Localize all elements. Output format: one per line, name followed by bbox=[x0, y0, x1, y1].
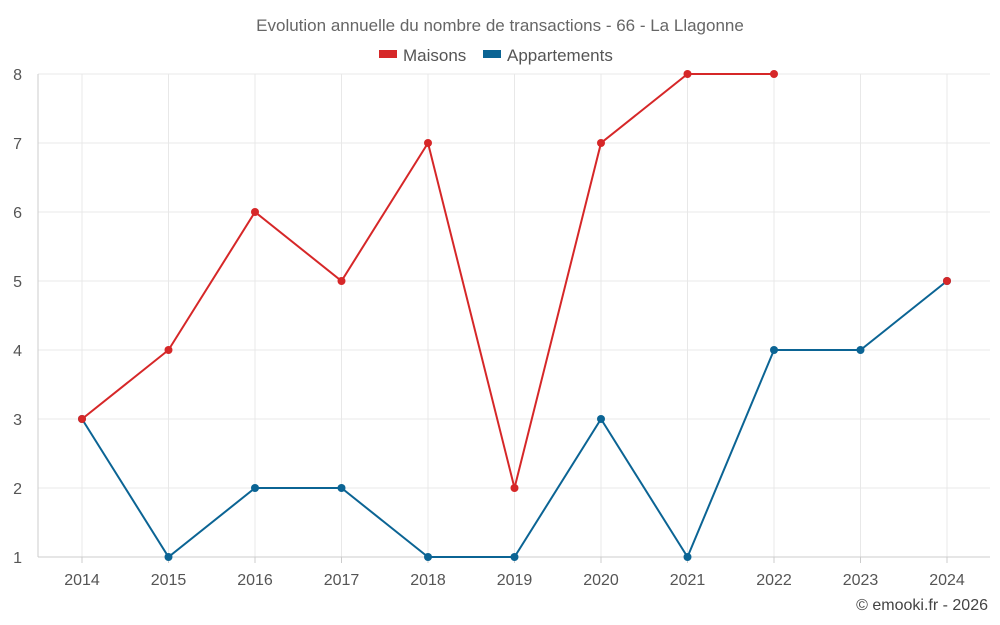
data-point-maisons[interactable] bbox=[337, 277, 346, 285]
data-point-appartements[interactable] bbox=[597, 415, 605, 423]
data-point-appartements[interactable] bbox=[251, 484, 259, 492]
data-point-appartements[interactable] bbox=[856, 346, 865, 354]
y-tick-label: 6 bbox=[13, 205, 22, 222]
x-tick-label: 2018 bbox=[410, 572, 446, 589]
data-point-appartements[interactable] bbox=[164, 553, 173, 561]
legend-item-appartements[interactable]: Appartements bbox=[483, 46, 613, 65]
data-point-appartements[interactable] bbox=[337, 484, 346, 492]
y-tick-label: 8 bbox=[13, 67, 22, 84]
data-point-appartements[interactable] bbox=[510, 553, 519, 561]
legend-label-maisons: Maisons bbox=[403, 46, 466, 65]
legend-swatch-appartements bbox=[483, 50, 501, 58]
axes: 1 2 3 4 5 6 7 8 2014 2015 2016 2017 2018 2019 2020 2021… bbox=[13, 67, 990, 589]
y-tick-label: 5 bbox=[13, 274, 22, 291]
data-point-appartements[interactable] bbox=[424, 553, 432, 561]
data-point-maisons[interactable] bbox=[424, 139, 432, 147]
data-point-maisons[interactable] bbox=[251, 208, 259, 216]
chart-title: Evolution annuelle du nombre de transact… bbox=[256, 16, 744, 35]
x-tick-label: 2024 bbox=[929, 572, 965, 589]
x-tick-label: 2021 bbox=[670, 572, 706, 589]
data-point-maisons[interactable] bbox=[683, 70, 692, 78]
legend[interactable]: Maisons Appartements bbox=[379, 46, 613, 65]
y-tick-label: 4 bbox=[13, 343, 22, 360]
data-point-appartements[interactable] bbox=[683, 553, 692, 561]
x-tick-label: 2022 bbox=[756, 572, 792, 589]
x-tick-label: 2016 bbox=[237, 572, 273, 589]
data-point-maisons[interactable] bbox=[164, 346, 173, 354]
x-tick-label: 2020 bbox=[583, 572, 619, 589]
x-tick-label: 2023 bbox=[843, 572, 879, 589]
legend-item-maisons[interactable]: Maisons bbox=[379, 46, 466, 65]
y-tick-label: 3 bbox=[13, 412, 22, 429]
legend-swatch-maisons bbox=[379, 50, 397, 58]
credit: © emooki.fr - 2026 bbox=[856, 597, 988, 614]
series-maisons bbox=[78, 70, 951, 492]
data-point-maisons[interactable] bbox=[943, 277, 951, 285]
data-point-maisons[interactable] bbox=[78, 415, 86, 423]
data-point-appartements[interactable] bbox=[770, 346, 778, 354]
x-tick-label: 2017 bbox=[324, 572, 360, 589]
data-point-maisons[interactable] bbox=[510, 484, 519, 492]
data-point-maisons[interactable] bbox=[770, 70, 778, 78]
data-point-maisons[interactable] bbox=[597, 139, 605, 147]
legend-label-appartements: Appartements bbox=[507, 46, 613, 65]
grid bbox=[38, 73, 990, 558]
series bbox=[78, 70, 951, 561]
x-tick-label: 2015 bbox=[151, 572, 187, 589]
y-tick-label: 2 bbox=[13, 481, 22, 498]
x-tick-label: 2019 bbox=[497, 572, 533, 589]
y-tick-label: 7 bbox=[13, 136, 22, 153]
x-tick-label: 2014 bbox=[64, 572, 100, 589]
y-tick-label: 1 bbox=[13, 550, 22, 567]
